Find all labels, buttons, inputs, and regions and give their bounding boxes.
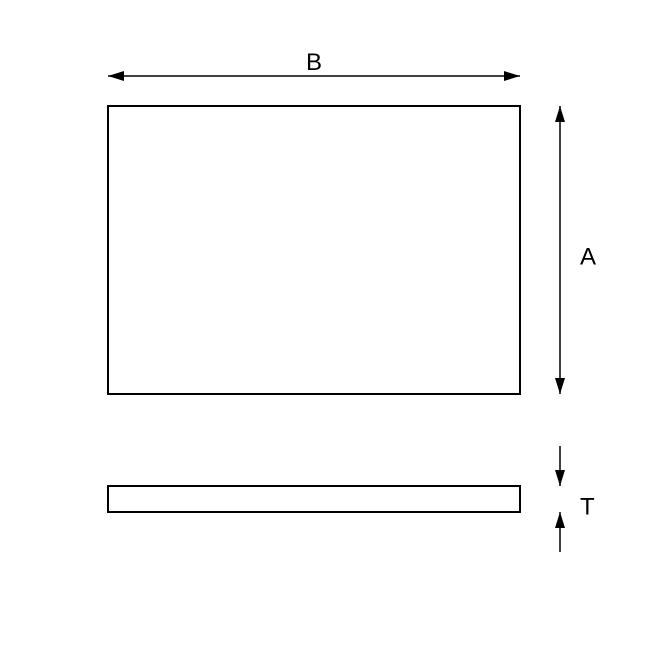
plate-top-view [108, 106, 520, 394]
dimension-b-label: B [306, 49, 322, 76]
dimension-t: T [555, 446, 595, 552]
plate-side-view [108, 486, 520, 512]
dimension-diagram: B A T [0, 0, 670, 670]
dimension-a: A [555, 106, 596, 394]
dimension-a-label: A [580, 243, 596, 270]
dimension-b: B [108, 49, 520, 81]
dimension-t-label: T [580, 493, 595, 520]
